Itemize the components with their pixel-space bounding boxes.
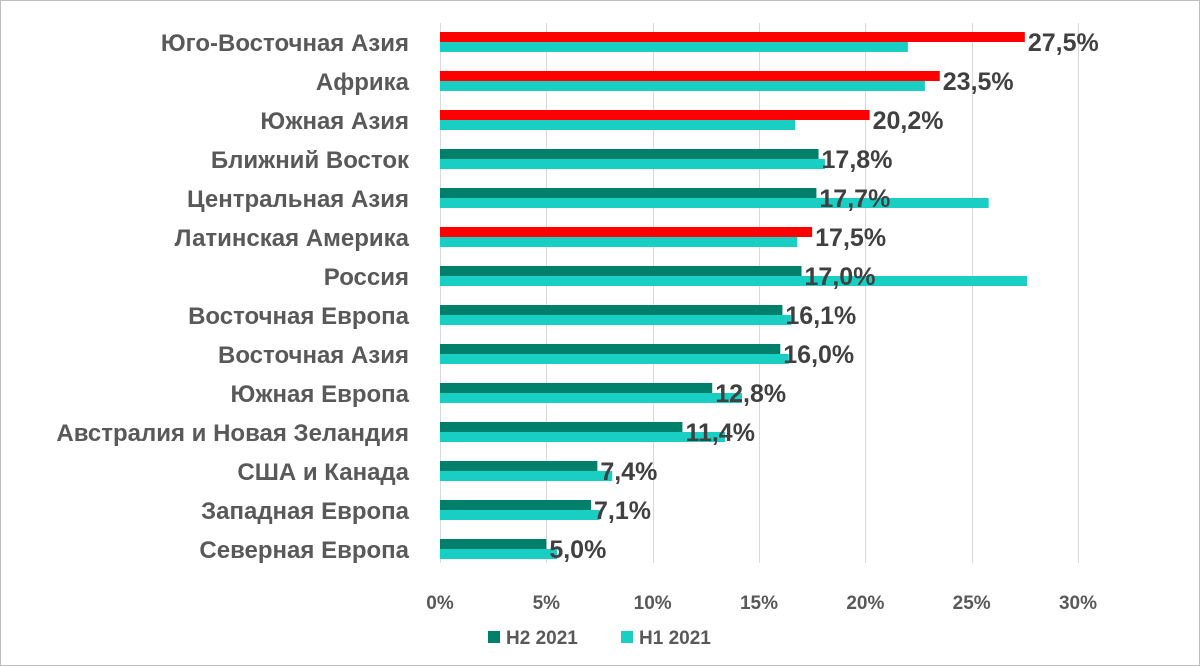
- bar-h1-2021: [440, 354, 789, 364]
- bar-h1-2021: [440, 42, 908, 52]
- data-label: 20,2%: [873, 107, 944, 135]
- bar-h2-2021: [440, 110, 870, 120]
- bar-h1-2021: [440, 198, 989, 208]
- category-label: Восточная Европа: [188, 303, 410, 330]
- category-label: Центральная Азия: [187, 186, 409, 213]
- data-label: 17,8%: [822, 146, 893, 174]
- x-tick-label: 30%: [1059, 593, 1097, 614]
- legend-label: H2 2021: [506, 628, 578, 649]
- bar-h1-2021: [440, 81, 925, 91]
- data-label: 12,8%: [715, 380, 786, 408]
- category-label: Ближний Восток: [211, 147, 410, 174]
- bar-h1-2021: [440, 159, 825, 169]
- x-tick-label: 25%: [953, 593, 991, 614]
- data-label: 11,4%: [685, 419, 755, 447]
- bar-h2-2021: [440, 539, 547, 549]
- data-label: 7,4%: [600, 458, 657, 486]
- data-label: 16,0%: [783, 341, 854, 369]
- category-label: Латинская Америка: [175, 225, 410, 252]
- legend-label: H1 2021: [639, 628, 711, 649]
- x-tick-label: 20%: [846, 593, 884, 614]
- category-label: Россия: [324, 264, 409, 291]
- data-label: 17,7%: [819, 185, 890, 213]
- data-label: 23,5%: [943, 68, 1014, 96]
- legend-swatch: [488, 631, 500, 643]
- bar-h2-2021: [440, 344, 781, 354]
- bar-h2-2021: [440, 500, 591, 510]
- bar-h2-2021: [440, 422, 683, 432]
- category-label: Южная Европа: [231, 381, 410, 408]
- bar-h2-2021: [440, 461, 598, 471]
- category-label: Южная Азия: [260, 108, 409, 135]
- bar-h1-2021: [440, 471, 613, 481]
- bar-h2-2021: [440, 188, 817, 198]
- bar-h2-2021: [440, 266, 802, 276]
- x-tick-label: 10%: [634, 593, 672, 614]
- category-label: Юго-Восточная Азия: [161, 30, 409, 57]
- category-label: Северная Европа: [199, 537, 409, 564]
- bar-h2-2021: [440, 227, 813, 237]
- x-tick-label: 0%: [426, 593, 454, 614]
- bar-h2-2021: [440, 149, 819, 159]
- data-label: 27,5%: [1028, 29, 1099, 57]
- data-label: 7,1%: [594, 497, 651, 525]
- category-label: Африка: [316, 69, 410, 96]
- bar-h2-2021: [440, 32, 1025, 42]
- bar-h1-2021: [440, 315, 791, 325]
- data-label: 5,0%: [549, 536, 606, 564]
- category-label: Австралия и Новая Зеландия: [56, 420, 409, 447]
- bar-h1-2021: [440, 510, 600, 520]
- bar-h1-2021: [440, 120, 796, 130]
- x-tick-label: 5%: [533, 593, 561, 614]
- bar-h1-2021: [440, 276, 1027, 286]
- legend-swatch: [621, 631, 633, 643]
- bar-h1-2021: [440, 393, 742, 403]
- bar-h2-2021: [440, 383, 713, 393]
- bar-h2-2021: [440, 305, 783, 315]
- bar-h2-2021: [440, 71, 940, 81]
- x-tick-label: 15%: [740, 593, 778, 614]
- bar-h1-2021: [440, 432, 725, 442]
- category-label: Западная Европа: [201, 498, 410, 525]
- data-label: 16,1%: [785, 302, 856, 330]
- data-label: 17,5%: [815, 224, 886, 252]
- bar-h1-2021: [440, 549, 557, 559]
- category-label: США и Канада: [237, 459, 409, 486]
- data-label: 17,0%: [805, 263, 876, 291]
- bar-h1-2021: [440, 237, 798, 247]
- category-label: Восточная Азия: [218, 342, 409, 369]
